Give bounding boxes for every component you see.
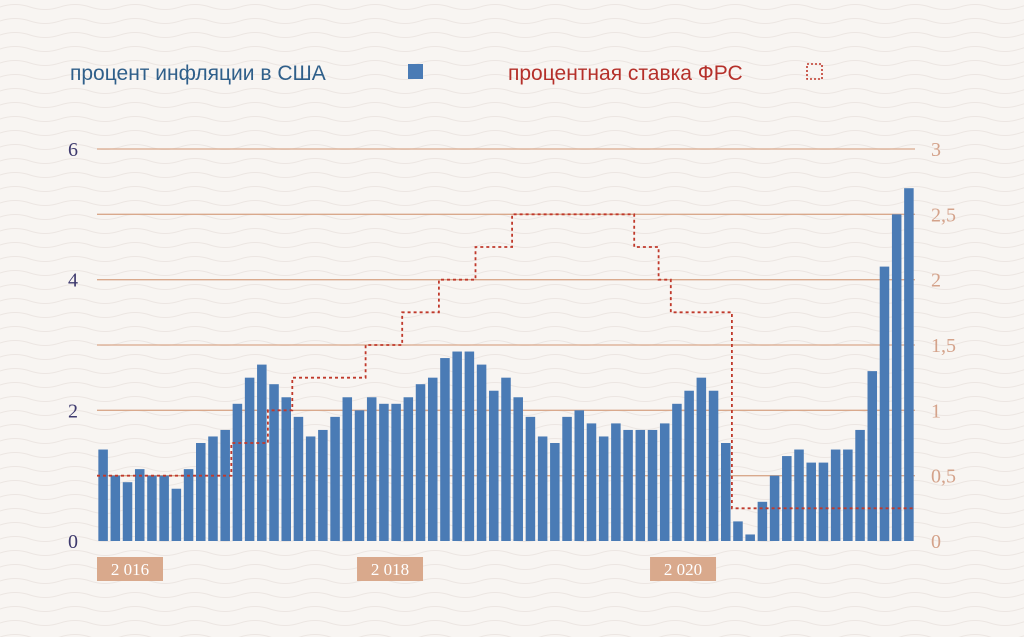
inflation-bar <box>598 436 609 541</box>
inflation-bar <box>733 521 743 541</box>
inflation-bar <box>525 416 536 541</box>
left-tick-label: 4 <box>68 270 78 292</box>
inflation-bar <box>220 429 230 541</box>
inflation-bar <box>855 429 865 541</box>
inflation-bar <box>635 429 646 541</box>
inflation-bar <box>513 397 523 541</box>
inflation-bar <box>379 403 389 541</box>
left-axis: 0 2 4 6 <box>68 139 78 553</box>
inflation-bar <box>794 449 804 541</box>
inflation-bar <box>843 449 853 541</box>
right-tick-label: 3 <box>931 139 941 161</box>
inflation-bar <box>147 475 157 541</box>
inflation-bar <box>244 377 255 541</box>
inflation-bar <box>623 429 633 541</box>
inflation-bar <box>232 403 243 541</box>
legend-swatch-fed-rate <box>806 63 823 80</box>
inflation-bar <box>269 384 279 541</box>
inflation-bar <box>818 462 829 541</box>
inflation-bar <box>305 436 316 541</box>
inflation-bar <box>293 416 304 541</box>
year-label: 2 016 <box>111 560 149 579</box>
year-label-box <box>357 557 424 581</box>
inflation-bar <box>281 397 292 541</box>
inflation-bar <box>745 534 755 541</box>
inflation-bar <box>867 371 878 541</box>
right-tick-label: 2,5 <box>931 204 956 226</box>
inflation-bar <box>708 390 719 541</box>
inflation-bar <box>757 501 768 541</box>
year-label: 2 018 <box>371 560 409 579</box>
fed-rate-line <box>97 213 915 510</box>
inflation-bar <box>403 397 414 541</box>
right-tick-label: 0,5 <box>931 466 956 488</box>
inflation-bar <box>257 364 267 541</box>
inflation-bar <box>647 429 658 541</box>
right-tick-label: 2 <box>931 270 941 292</box>
inflation-bar <box>159 475 169 541</box>
inflation-bar <box>782 456 792 541</box>
legend-label-fed-rate: процентная ставка ФРС <box>508 62 743 85</box>
inflation-bar <box>879 266 890 541</box>
inflation-bar <box>440 358 450 541</box>
inflation-bar <box>720 443 731 541</box>
inflation-bar <box>427 377 438 541</box>
left-tick-label: 2 <box>68 400 78 422</box>
inflation-bar <box>171 488 182 541</box>
inflation-bar <box>611 423 621 541</box>
inflation-bar <box>330 416 340 541</box>
inflation-bar <box>550 443 560 541</box>
inflation-bar <box>891 214 902 542</box>
inflation-bar <box>208 436 218 541</box>
inflation-bar <box>696 377 707 541</box>
left-tick-label: 0 <box>68 531 78 553</box>
inflation-bar <box>366 397 377 541</box>
inflation-bar <box>452 351 462 541</box>
right-tick-label: 0 <box>931 531 941 553</box>
right-axis: 0 0,5 1 1,5 2 2,5 3 <box>931 139 956 553</box>
inflation-bar <box>830 449 841 541</box>
inflation-bar <box>476 364 487 541</box>
inflation-bar <box>391 403 401 541</box>
year-label-box <box>97 557 163 581</box>
inflation-bar <box>196 443 206 541</box>
x-axis-year-labels: 2 016 2 018 2 020 <box>97 557 717 581</box>
inflation-bar <box>501 377 511 541</box>
inflation-bar <box>464 351 475 541</box>
inflation-bar <box>134 469 145 541</box>
inflation-bar <box>659 423 670 541</box>
inflation-bar <box>489 390 499 541</box>
inflation-bar <box>318 429 328 541</box>
year-label-box <box>650 557 717 581</box>
inflation-bar <box>806 462 816 541</box>
inflation-bar <box>684 390 694 541</box>
inflation-bar <box>574 410 585 541</box>
inflation-bar <box>183 469 194 541</box>
inflation-bar <box>415 384 426 541</box>
inflation-bar <box>672 403 682 541</box>
inflation-bar <box>342 397 353 541</box>
inflation-bar <box>904 188 914 541</box>
inflation-bar <box>122 482 133 541</box>
inflation-bar <box>537 436 548 541</box>
left-tick-label: 6 <box>68 139 78 161</box>
legend-swatch-inflation <box>408 64 423 79</box>
year-label: 2 020 <box>664 560 702 579</box>
right-tick-label: 1 <box>931 400 941 422</box>
inflation-bar <box>586 423 597 541</box>
inflation-bar <box>110 475 121 541</box>
legend-label-inflation: процент инфляции в США <box>70 62 326 85</box>
right-tick-label: 1,5 <box>931 335 956 357</box>
inflation-bar <box>354 410 365 541</box>
inflation-bars <box>98 188 914 542</box>
inflation-bar <box>562 416 572 541</box>
inflation-bar <box>98 449 108 541</box>
